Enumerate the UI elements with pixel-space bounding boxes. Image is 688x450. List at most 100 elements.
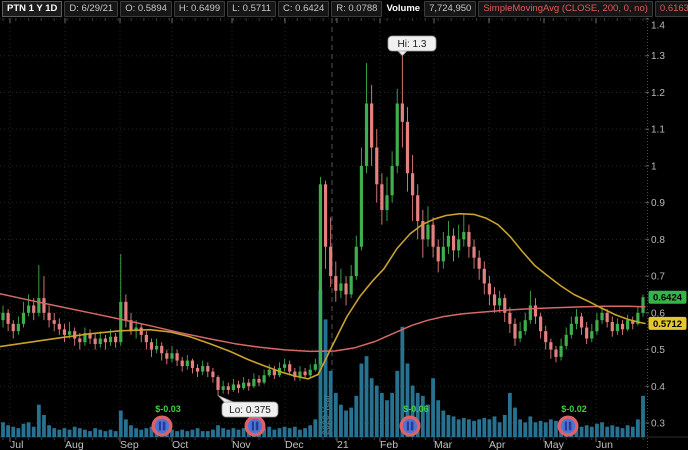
hi-annotation: Hi: 1.3	[387, 35, 437, 57]
volume-bar	[303, 428, 307, 437]
volume-bar	[502, 414, 507, 437]
volume-bar	[333, 392, 338, 437]
candle-body	[195, 367, 200, 372]
sma-fast-line	[0, 212, 646, 380]
volume-bar	[123, 419, 128, 437]
volume-bar	[533, 422, 538, 437]
badge-bg	[648, 316, 687, 330]
candle-body	[298, 371, 302, 378]
volume-bar	[241, 428, 246, 437]
candle-body	[390, 165, 394, 196]
candle-body	[533, 305, 538, 317]
price-tick-label: 1.3	[651, 51, 665, 62]
grid	[0, 18, 645, 437]
candle-body	[257, 378, 261, 383]
volume-bar	[103, 431, 108, 437]
earnings-marker[interactable]	[244, 415, 266, 437]
price-axis[interactable]: 1.4 1.3 1.2 1.1 1 0.9 0.8 0.7 0.6 0.5 0.4 0.3	[645, 18, 666, 450]
sma-study-label[interactable]: SimpleMovingAvg (CLOSE, 200, 0, no)	[478, 1, 653, 17]
price-tick-label: 0.5	[651, 345, 665, 356]
candle-body	[134, 327, 138, 332]
candle-body	[149, 342, 154, 350]
volume-bar	[513, 407, 517, 437]
earnings-marker-glyph	[255, 421, 259, 431]
earnings-marker-icon[interactable]	[247, 418, 263, 434]
candle-body	[416, 195, 420, 221]
volume-bar	[461, 417, 466, 437]
volume-bar	[635, 419, 640, 437]
volume-bar	[523, 422, 528, 437]
volume-bar	[615, 426, 620, 437]
volume-bar	[108, 429, 113, 437]
price-tick-label: 1.2	[651, 88, 665, 99]
candle-body	[544, 331, 548, 343]
candle-body	[242, 382, 246, 389]
candle-body	[114, 336, 118, 343]
symbol-timeframe[interactable]: PTN 1 Y 1D	[2, 1, 63, 17]
chart-header: PTN 1 Y 1D D: 6/29/21 O: 0.5894 H: 0.649…	[0, 0, 688, 18]
volume-bar	[88, 431, 92, 437]
lo-annotation-text: Lo: 0.375	[229, 405, 271, 416]
hi-annotation-box	[387, 35, 437, 52]
volume-bar	[42, 414, 46, 437]
earnings-marker-icon[interactable]	[560, 418, 576, 434]
candle-body	[52, 320, 56, 324]
candle-body	[93, 338, 97, 345]
candle-body	[73, 331, 77, 339]
volume-bar	[47, 425, 51, 437]
price-tick-label: 0.8	[651, 235, 665, 246]
volume-bar	[77, 428, 82, 437]
volume-bar	[236, 429, 241, 437]
earnings-marker-glyph	[410, 421, 414, 431]
volume-bar	[272, 429, 277, 437]
volume-bar	[538, 420, 543, 437]
candle-body	[354, 246, 358, 277]
candle-body	[615, 323, 619, 332]
candle-body	[574, 316, 579, 324]
volume-bar	[554, 420, 558, 437]
candle-body	[487, 283, 491, 295]
volume-bar	[410, 385, 415, 437]
time-tick-label: May	[544, 439, 565, 450]
earnings-marker-icon[interactable]	[402, 418, 418, 434]
volume-bar	[374, 385, 379, 437]
earnings-marker[interactable]: $-0.06	[399, 404, 429, 437]
volume-bar	[339, 404, 343, 437]
candle-body	[185, 360, 189, 367]
volume-bar	[467, 419, 471, 437]
volume-bar	[507, 392, 512, 437]
candle-body	[431, 224, 435, 247]
candle-body	[88, 333, 92, 339]
earnings-marker[interactable]: $-0.03	[151, 404, 181, 437]
time-axis[interactable]: Jul Aug Sep Oct Nov Dec 21 Feb Mar Apr May Jun	[10, 439, 613, 450]
volume-bar	[139, 429, 144, 437]
candle-body	[283, 364, 287, 368]
candle-body	[83, 333, 87, 343]
earnings-marker-icon[interactable]	[154, 418, 170, 434]
volume-bar	[62, 428, 67, 437]
candle-body	[221, 386, 225, 390]
volume-bar	[477, 419, 482, 437]
candle-body	[27, 305, 31, 313]
candle-body	[16, 323, 20, 332]
candle-body	[206, 366, 210, 372]
volume-bar	[149, 426, 154, 437]
volume-bar	[211, 429, 215, 437]
candle-body	[329, 246, 333, 277]
volume-bar	[16, 428, 21, 437]
volume-bar	[497, 422, 502, 437]
earnings-marker[interactable]: $-0.02	[557, 404, 587, 437]
candle-body	[513, 323, 517, 339]
candle-body	[457, 239, 461, 251]
sma-study-value: 0.6163	[654, 1, 688, 17]
candle-body	[605, 312, 609, 322]
volume-bar	[548, 419, 553, 437]
last-price-badge: 0.6424	[648, 290, 687, 304]
time-tick-label: Aug	[65, 439, 84, 450]
time-tick-label: Oct	[172, 439, 188, 450]
sma-slow-line	[0, 292, 646, 353]
volume-bar	[292, 426, 297, 437]
candle-body	[349, 276, 353, 295]
candle-body	[610, 322, 614, 332]
